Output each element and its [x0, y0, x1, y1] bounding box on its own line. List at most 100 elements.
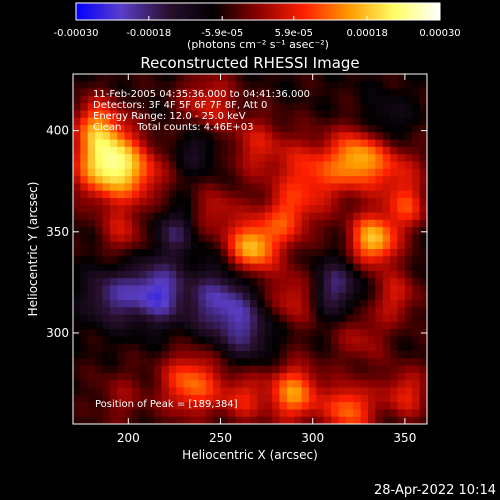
heatmap-cell	[338, 197, 347, 206]
heatmap-cell	[146, 212, 155, 221]
heatmap-cell	[235, 117, 244, 126]
heatmap-cell	[382, 212, 391, 221]
heatmap-cell	[183, 387, 192, 396]
heatmap-cell	[117, 321, 126, 330]
heatmap-cell	[95, 321, 103, 330]
heatmap-cell	[154, 95, 162, 104]
heatmap-cell	[95, 205, 103, 213]
heatmap-cell	[191, 125, 199, 133]
heatmap-cell	[301, 81, 310, 89]
heatmap-cell	[95, 117, 103, 126]
heatmap-cell	[331, 409, 339, 418]
heatmap-cell	[117, 241, 126, 250]
heatmap-cell	[345, 154, 354, 162]
heatmap-cell	[73, 117, 81, 126]
heatmap-cell	[117, 146, 126, 155]
heatmap-cell	[191, 358, 199, 367]
heatmap-cell	[353, 372, 362, 381]
heatmap-cell	[161, 139, 170, 148]
heatmap-cell	[87, 372, 96, 381]
heatmap-cell	[368, 372, 376, 381]
heatmap-cell	[272, 256, 280, 264]
heatmap-cell	[316, 270, 325, 279]
heatmap-cell	[272, 183, 280, 192]
heatmap-cell	[419, 139, 427, 148]
heatmap-cell	[264, 387, 273, 396]
heatmap-cell	[368, 197, 376, 206]
heatmap-cell	[168, 329, 177, 337]
heatmap-cell	[220, 95, 229, 104]
heatmap-cell	[154, 285, 162, 294]
heatmap-cell	[264, 227, 273, 235]
heatmap-cell	[176, 241, 185, 250]
heatmap-cell	[419, 205, 427, 213]
heatmap-cell	[250, 81, 258, 89]
heatmap-cell	[132, 95, 140, 104]
heatmap-cell	[397, 110, 406, 119]
heatmap-cell	[176, 132, 185, 141]
heatmap-cell	[301, 336, 310, 345]
heatmap-cell	[161, 212, 170, 221]
heatmap-cell	[257, 183, 266, 192]
heatmap-cell	[338, 74, 347, 82]
heatmap-cell	[95, 197, 103, 206]
heatmap-cell	[331, 95, 339, 104]
heatmap-cell	[132, 336, 140, 345]
heatmap-cell	[139, 183, 148, 192]
heatmap-cell	[360, 154, 369, 162]
heatmap-cell	[368, 139, 376, 148]
heatmap-cell	[397, 219, 406, 228]
heatmap-cell	[250, 161, 258, 170]
colorbar-ticks: -0.00030 -0.00018 -5.9e-05 5.9e-05 0.00018 0.…	[54, 16, 461, 39]
heatmap-cell	[382, 219, 391, 228]
heatmap-cell	[227, 321, 236, 330]
heatmap-cell	[124, 292, 133, 301]
heatmap-cell	[146, 358, 155, 367]
heatmap-cell	[95, 409, 103, 418]
heatmap-cell	[124, 372, 133, 381]
heatmap-cell	[294, 372, 303, 381]
colorbar-tick-label: 0.00018	[347, 28, 388, 39]
heatmap-cell	[368, 168, 376, 177]
heatmap-cell	[331, 227, 339, 235]
heatmap-cell	[279, 125, 288, 133]
heatmap-cell	[87, 387, 96, 396]
heatmap-cell	[87, 234, 96, 243]
heatmap-cell	[220, 365, 229, 374]
heatmap-cell	[301, 351, 310, 359]
heatmap-cell	[397, 197, 406, 206]
heatmap-cell	[87, 263, 96, 272]
heatmap-cell	[102, 256, 111, 264]
heatmap-cell	[412, 249, 421, 257]
heatmap-cell	[286, 380, 295, 388]
heatmap-cell	[279, 380, 288, 388]
heatmap-cell	[382, 343, 391, 352]
heatmap-cell	[191, 307, 199, 316]
heatmap-cell	[95, 190, 103, 199]
heatmap-cell	[419, 103, 427, 111]
heatmap-cell	[309, 168, 317, 177]
heatmap-cell	[146, 343, 155, 352]
heatmap-cell	[331, 336, 339, 345]
heatmap-cell	[124, 256, 133, 264]
heatmap-cell	[294, 416, 303, 424]
heatmap-cell	[117, 278, 126, 286]
heatmap-cell	[220, 183, 229, 192]
heatmap-cell	[102, 351, 111, 359]
heatmap-cell	[338, 278, 347, 286]
heatmap-cell	[102, 358, 111, 367]
heatmap-cell	[390, 176, 398, 184]
heatmap-cell	[279, 336, 288, 345]
heatmap-cell	[87, 212, 96, 221]
heatmap-cell	[124, 95, 133, 104]
heatmap-cell	[331, 154, 339, 162]
heatmap-cell	[309, 402, 317, 410]
heatmap-cell	[168, 219, 177, 228]
heatmap-cell	[250, 74, 258, 82]
heatmap-cell	[360, 365, 369, 374]
heatmap-cell	[227, 117, 236, 126]
heatmap-cell	[124, 117, 133, 126]
heatmap-cell	[109, 154, 118, 162]
heatmap-cell	[250, 256, 258, 264]
heatmap-cell	[419, 300, 427, 308]
